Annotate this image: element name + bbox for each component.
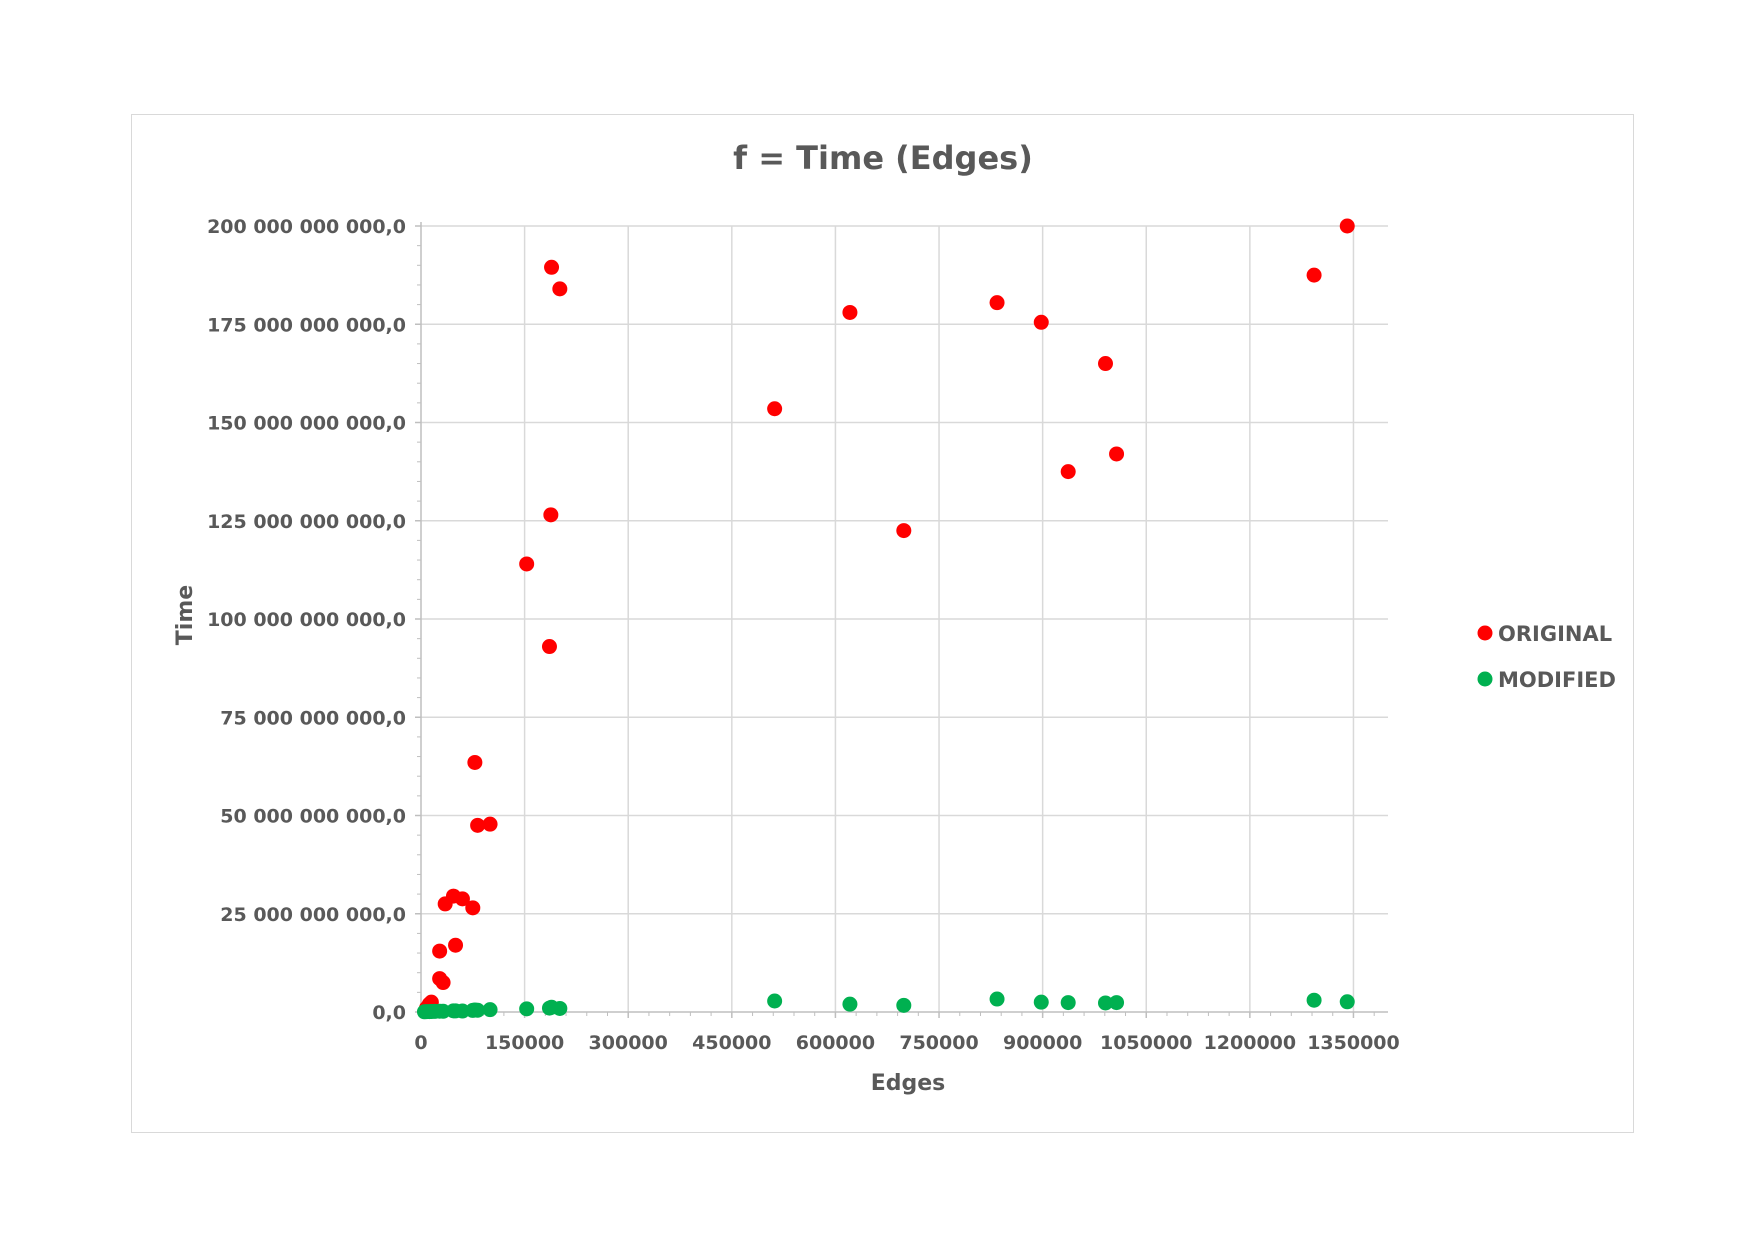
data-point-original [541,639,557,655]
x-tick-label: 300000 [589,1032,668,1054]
data-point-original [896,523,912,539]
data-point-original [482,816,498,832]
chart-area: f = Time (Edges) 0 150000 300000 450000 6000… [131,114,1634,1133]
chart-title: f = Time (Edges) [733,139,1033,177]
data-point-modified [896,997,912,1013]
data-point-original [1306,267,1322,283]
data-point-original [519,556,535,572]
data-point-original [465,900,481,916]
data-point-modified [1339,994,1355,1010]
x-tick-label: 1050000 [1100,1032,1193,1054]
y-tick-label: 50 000 000 000,0 [220,806,406,828]
y-tick-label: 25 000 000 000,0 [220,904,406,926]
data-point-original [432,943,448,959]
data-point-original [1339,218,1355,234]
data-point-modified [1097,995,1113,1011]
x-tick-label: 600000 [796,1032,875,1054]
legend-marker [1477,671,1493,687]
x-tick-label: 0 [414,1032,427,1054]
x-tick-label: 450000 [692,1032,771,1054]
data-point-modified [1060,995,1076,1011]
legend: ORIGINAL MODIFIED [1477,622,1616,692]
data-point-original [1060,464,1076,480]
data-point-modified [1306,992,1322,1008]
y-tick-labels: 0,0 25 000 000 000,0 50 000 000 000,0 75 00… [207,216,406,1024]
data-point-original [989,295,1005,311]
data-point-original [543,507,559,523]
legend-marker [1477,625,1493,641]
data-point-modified [1033,994,1049,1010]
y-axis-title: Time [173,585,198,645]
x-tick-label: 1200000 [1204,1032,1297,1054]
data-point-original [1033,314,1049,330]
y-tick-label: 75 000 000 000,0 [220,707,406,729]
data-point-original [544,259,560,275]
data-point-original [467,754,483,770]
data-point-original [454,891,470,907]
x-tick-labels: 0 150000 300000 450000 600000 750000 900000 105… [414,1032,1399,1054]
y-tick-label: 100 000 000 000,0 [207,609,406,631]
scatter-chart: f = Time (Edges) 0 150000 300000 450000 6000… [173,139,1616,1096]
data-point-original [448,937,464,953]
data-point-modified [1109,995,1125,1011]
y-tick-label: 125 000 000 000,0 [207,511,406,533]
data-point-original [842,304,858,320]
data-point-modified [519,1001,535,1017]
data-point-modified [470,1002,486,1018]
series-original [419,218,1355,1016]
data-point-original [1097,356,1113,372]
data-points [416,218,1355,1020]
data-point-modified [842,996,858,1012]
y-tick-label: 0,0 [372,1002,406,1024]
data-point-original [767,401,783,417]
x-tick-label: 900000 [1003,1032,1082,1054]
x-tick-label: 750000 [899,1032,978,1054]
gridlines [421,225,1388,1012]
x-tick-label: 150000 [485,1032,564,1054]
legend-label: MODIFIED [1498,668,1616,692]
data-point-original [1109,446,1125,462]
data-point-original [552,281,568,297]
x-axis-title: Edges [871,1071,946,1096]
data-point-modified [767,993,783,1009]
y-tick-label: 175 000 000 000,0 [207,314,406,336]
data-point-original [435,975,451,991]
data-point-modified [482,1002,498,1018]
x-tick-label: 1350000 [1307,1032,1400,1054]
y-tick-label: 200 000 000 000,0 [207,216,406,238]
axes [415,222,1388,1018]
data-point-original [470,817,486,833]
data-point-modified [989,991,1005,1007]
series-modified [416,991,1355,1020]
data-point-modified [552,1000,568,1016]
legend-label: ORIGINAL [1498,622,1612,646]
y-tick-label: 150 000 000 000,0 [207,413,406,435]
